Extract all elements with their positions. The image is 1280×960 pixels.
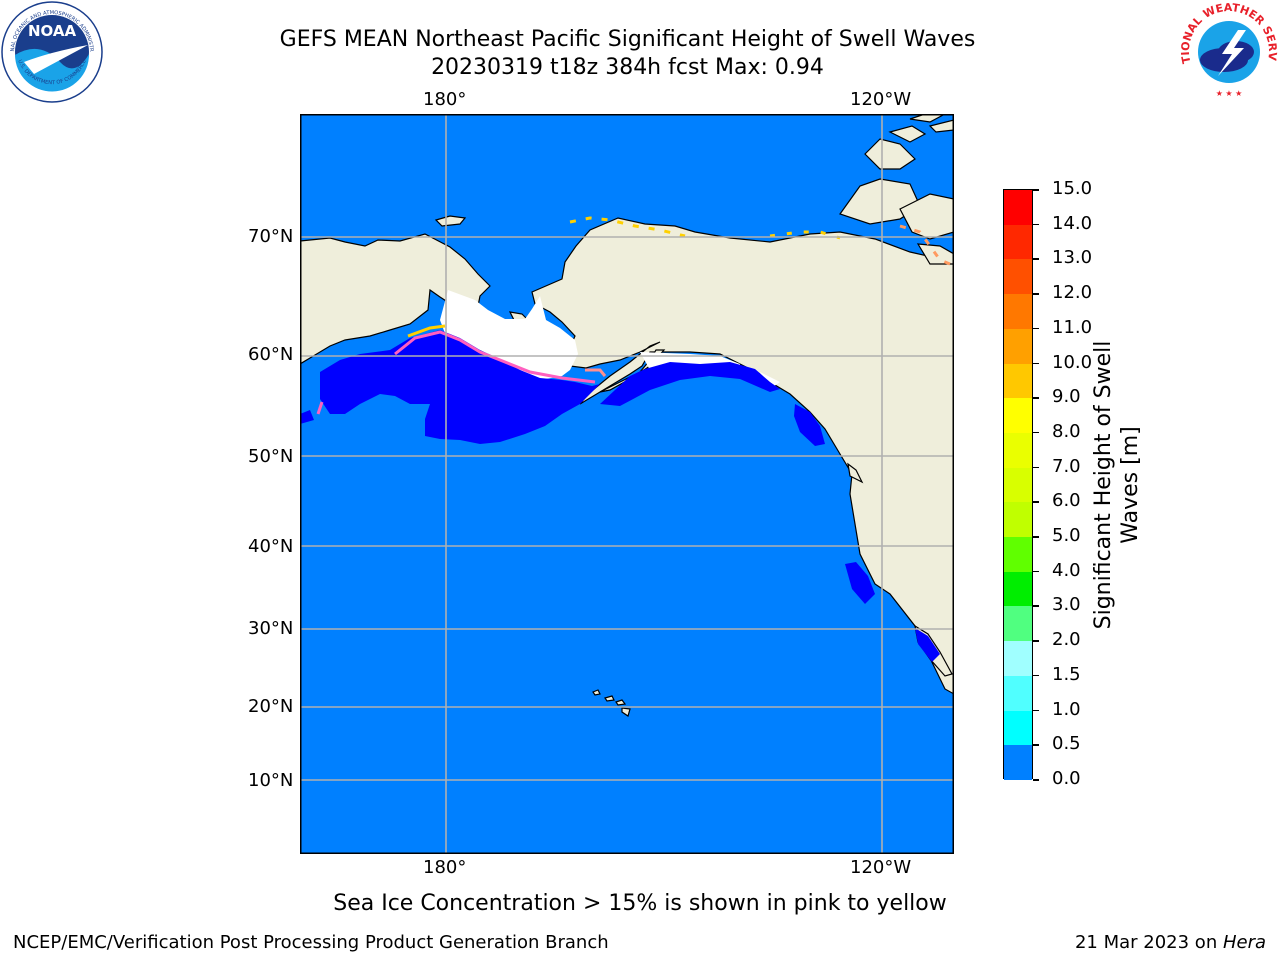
colorbar-tick-label: 4.0: [1052, 559, 1081, 581]
colorbar-tick-label: 3.0: [1052, 594, 1081, 616]
colorbar-segment: [1004, 190, 1032, 226]
colorbar-tick: [1033, 258, 1039, 260]
chart-title: GEFS MEAN Northeast Pacific Significant …: [279, 27, 976, 52]
colorbar-tick: [1033, 744, 1039, 746]
colorbar-segment: [1004, 398, 1032, 434]
lat-label-50n: 50°N: [248, 446, 294, 467]
colorbar-segment: [1004, 641, 1032, 677]
chart-subtitle: 20230319 t18z 384h fcst Max: 0.94: [431, 55, 824, 80]
colorbar-tick: [1033, 501, 1039, 503]
colorbar-tick-label: 10.0: [1052, 351, 1093, 373]
colorbar-segment: [1004, 710, 1032, 746]
colorbar-tick: [1033, 397, 1039, 399]
colorbar-tick: [1033, 189, 1039, 191]
lat-label-20n: 20°N: [248, 696, 294, 717]
colorbar-tick: [1033, 327, 1039, 330]
colorbar-tick: [1033, 709, 1039, 712]
lon-label-bottom-120w: 120°W: [850, 857, 912, 878]
hawaii-islands: [592, 689, 631, 717]
noaa-logo: NOAA NATIONAL OCEANIC AND ATMOSPHERIC AD…: [0, 0, 104, 104]
colorbar-tick-label: 12.0: [1052, 282, 1093, 304]
low-swell-region: [300, 330, 940, 662]
colorbar-tick-label: 11.0: [1052, 316, 1093, 338]
colorbar-tick-label: 0.0: [1052, 768, 1081, 789]
colorbar-segment: [1004, 467, 1032, 503]
colorbar-tick: [1033, 779, 1039, 781]
colorbar-segment: [1004, 259, 1032, 295]
noaa-logo-text: NOAA: [28, 22, 77, 40]
sea-ice-edge: [316, 216, 951, 415]
colorbar-segment: [1004, 571, 1032, 607]
colorbar-tick: [1033, 431, 1039, 434]
lon-label-top-120w: 120°W: [850, 89, 912, 110]
colorbar-segment: [1004, 745, 1032, 781]
colorbar-title-line2: Waves [m]: [1118, 426, 1143, 544]
colorbar-segment: [1004, 432, 1032, 469]
footer-credit: NCEP/EMC/Verification Post Processing Pr…: [13, 932, 609, 953]
lat-label-40n: 40°N: [248, 536, 294, 557]
colorbar-tick-label: 2.0: [1052, 629, 1081, 651]
map-svg: [299, 113, 955, 854]
colorbar-tick-label: 1.5: [1052, 663, 1081, 685]
colorbar-tick-label: 6.0: [1052, 490, 1081, 512]
svg-text:★ ★ ★: ★ ★ ★: [1216, 89, 1243, 98]
colorbar-segment: [1004, 363, 1032, 399]
colorbar-tick: [1033, 640, 1039, 642]
colorbar-tick-label: 9.0: [1052, 386, 1081, 408]
colorbar-segment: [1004, 328, 1032, 365]
lat-label-70n: 70°N: [248, 226, 294, 247]
colorbar-segment: [1004, 224, 1032, 260]
colorbar-tick: [1033, 223, 1039, 226]
nws-logo: NATIONAL WEATHER SERVICE ★ ★ ★: [1173, 0, 1280, 102]
map-panel: [299, 113, 955, 854]
map-frame: [300, 114, 954, 854]
colorbar-segment: [1004, 606, 1032, 642]
colorbar-tick: [1033, 605, 1039, 607]
colorbar-tick-label: 0.5: [1052, 733, 1081, 755]
lat-label-60n: 60°N: [248, 344, 294, 365]
footer-date-text: 21 Mar 2023 on: [1074, 932, 1223, 953]
footer-host: Hera: [1222, 932, 1266, 953]
colorbar-segment: [1004, 537, 1032, 573]
colorbar-tick-label: 8.0: [1052, 420, 1081, 442]
colorbar-tick: [1033, 536, 1039, 538]
lon-label-bottom-180: 180°: [423, 857, 467, 878]
colorbar-tick: [1033, 293, 1039, 295]
colorbar-tick: [1033, 570, 1039, 573]
sea-ice-note: Sea Ice Concentration > 15% is shown in …: [333, 891, 947, 916]
lat-label-10n: 10°N: [248, 770, 294, 791]
colorbar-title: Significant Height of Swell Waves [m]: [1090, 341, 1144, 630]
colorbar-tick-label: 5.0: [1052, 525, 1081, 547]
colorbar-tick: [1033, 362, 1039, 365]
colorbar-segment: [1004, 675, 1032, 712]
colorbar-tick-label: 1.0: [1052, 698, 1081, 720]
lat-label-30n: 30°N: [248, 618, 294, 639]
colorbar-tick-label: 14.0: [1052, 212, 1093, 234]
colorbar-title-line1: Significant Height of Swell: [1091, 340, 1116, 630]
colorbar-tick: [1033, 466, 1039, 469]
colorbar-tick-label: 13.0: [1052, 247, 1093, 269]
footer-date: 21 Mar 2023 on Hera: [1075, 932, 1266, 953]
colorbar: [1003, 189, 1033, 781]
colorbar-tick-label: 7.0: [1052, 455, 1081, 477]
lon-label-top-180: 180°: [423, 89, 467, 110]
colorbar-tick: [1033, 674, 1039, 677]
colorbar-segment: [1004, 502, 1032, 538]
colorbar-segment: [1004, 294, 1032, 330]
graticule: [300, 114, 954, 854]
colorbar-tick-label: 15.0: [1052, 178, 1093, 199]
